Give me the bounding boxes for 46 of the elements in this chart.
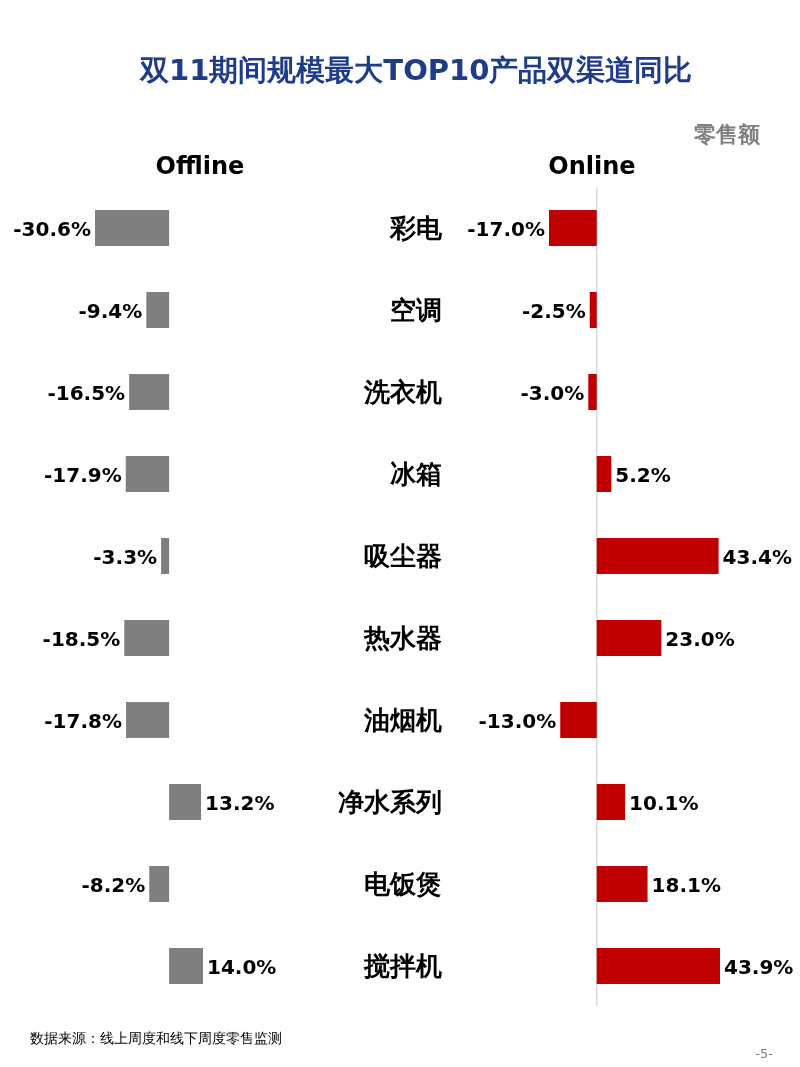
data-label: -16.5% [47, 381, 126, 405]
data-label: 18.1% [651, 873, 721, 897]
bar [596, 456, 612, 492]
y-tick-label: 净水系列 [338, 787, 442, 817]
data-label: -17.8% [44, 709, 122, 733]
y-tick-label: 电饭煲 [364, 869, 442, 899]
y-tick-label: 热水器 [363, 623, 442, 653]
data-label: -17.0% [467, 217, 545, 241]
data-label: -8.2% [81, 873, 146, 897]
text: 双11期间规模最大TOP10产品双渠道同比 [139, 53, 693, 87]
y-tick-label: 彩电 [389, 213, 443, 243]
data-label: 10.1% [629, 791, 699, 815]
bar [596, 538, 719, 574]
data-label: -3.3% [93, 545, 158, 569]
data-label: 5.2% [615, 463, 671, 487]
data-label: 13.2% [205, 791, 275, 815]
bar [596, 620, 662, 656]
y-tick-label: 吸尘器 [364, 541, 442, 571]
bar [560, 702, 597, 738]
data-label: -9.4% [78, 299, 143, 323]
bar [596, 948, 720, 984]
bar [588, 374, 597, 410]
data-label: -18.5% [42, 627, 121, 651]
y-tick-label: 洗衣机 [363, 377, 442, 407]
data-label: 43.9% [724, 955, 794, 979]
y-tick-label: 冰箱 [390, 459, 442, 489]
data-label: -13.0% [478, 709, 557, 733]
data-label: 43.4% [722, 545, 792, 569]
bar [596, 784, 626, 820]
y-tick-label: 空调 [390, 295, 442, 325]
chart-title: Offline [155, 152, 245, 180]
data-label: 23.0% [665, 627, 735, 651]
data-label: -17.9% [44, 463, 122, 487]
data-label: -2.5% [521, 299, 586, 323]
y-tick-label: 搅拌机 [363, 951, 442, 981]
chart-title: Online [548, 152, 636, 180]
bar [549, 210, 597, 246]
bar [589, 292, 597, 328]
bar [596, 866, 648, 902]
data-label: -30.6% [13, 217, 91, 241]
y-tick-label: 油烟机 [363, 705, 442, 735]
source-note: 数据来源：线上周度和线下周度零售监测 [30, 1030, 282, 1046]
text: -5- [755, 1046, 774, 1061]
data-label: -3.0% [520, 381, 585, 405]
data-label: 14.0% [207, 955, 277, 979]
text: 零售额 [694, 122, 761, 147]
